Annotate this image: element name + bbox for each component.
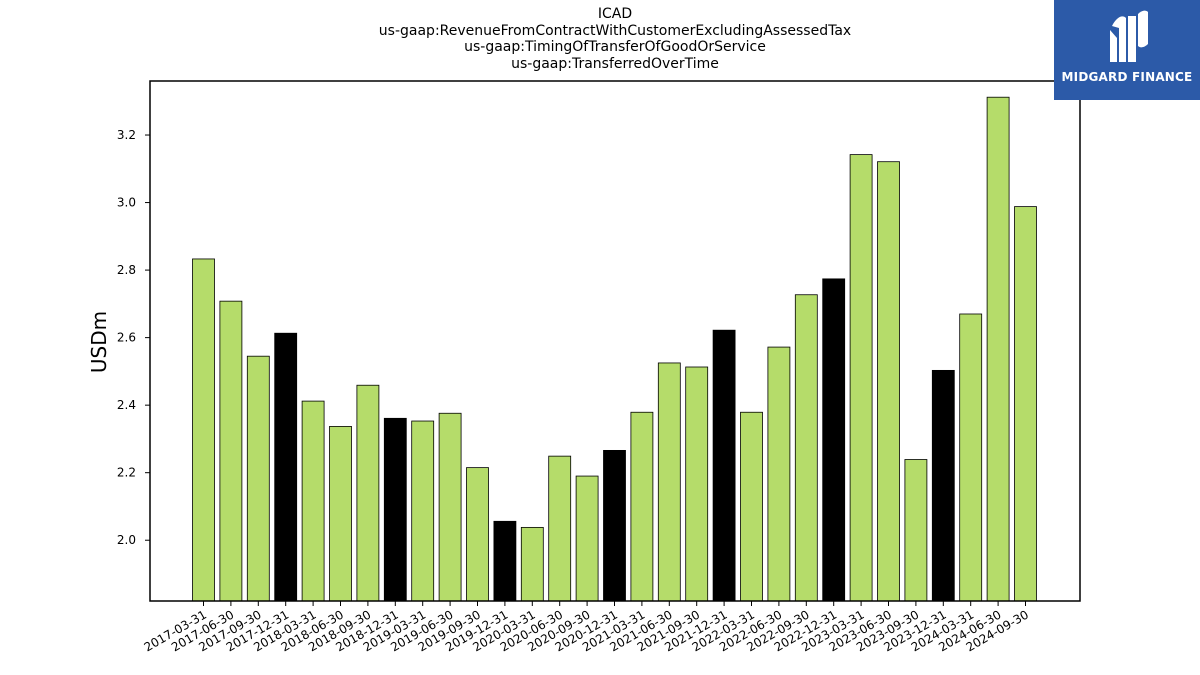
bar-2021-06-30 xyxy=(657,362,681,602)
x-axis: 2017-03-312017-06-302017-09-302017-12-31… xyxy=(142,601,1031,654)
chart-title-line-4: us-gaap:TransferredOverTime xyxy=(511,55,719,72)
bar-2018-09-30 xyxy=(356,384,380,602)
bar-2022-06-30 xyxy=(767,346,791,602)
y-tick-label: 3.2 xyxy=(117,128,136,142)
midgard-logo-icon xyxy=(1110,10,1148,63)
bar-2023-12-31 xyxy=(931,369,955,602)
bar-2021-12-31 xyxy=(712,329,736,602)
brand-logo-text: MIDGARD FINANCE xyxy=(1061,70,1193,84)
bar-2018-03-31 xyxy=(301,400,325,602)
bar-2020-09-30 xyxy=(575,475,599,602)
bar-2020-06-30 xyxy=(548,455,572,602)
bar-2024-03-31 xyxy=(959,313,983,602)
bar-2019-03-31 xyxy=(411,420,435,602)
chart-title-line-1: ICAD xyxy=(597,6,633,22)
bar-2024-09-30 xyxy=(1014,206,1037,602)
chart-title-line-2: us-gaap:RevenueFromContractWithCustomerE… xyxy=(378,22,852,39)
bar-2021-09-30 xyxy=(685,366,709,602)
y-tick-label: 3.0 xyxy=(117,196,136,210)
bar-2024-06-30 xyxy=(986,96,1010,602)
chart-title: ICAD us-gaap:RevenueFromContractWithCust… xyxy=(150,6,1080,72)
y-tick-label: 2.0 xyxy=(117,533,136,547)
y-tick-label: 2.4 xyxy=(117,398,136,412)
y-axis-label: USDm xyxy=(87,311,111,373)
bar-2018-12-31 xyxy=(383,417,407,602)
bar-2022-12-31 xyxy=(822,278,846,602)
y-axis: 2.0 2.2 2.4 2.6 2.8 3.0 3.2 xyxy=(117,128,150,547)
bar-2017-03-31 xyxy=(192,258,215,602)
bar-2022-09-30 xyxy=(794,294,818,602)
bar-2017-12-31 xyxy=(274,332,298,602)
brand-logo: MIDGARD FINANCE xyxy=(1054,0,1200,100)
bar-2021-03-31 xyxy=(630,411,654,602)
y-tick-label: 2.6 xyxy=(117,331,136,345)
bar-2018-06-30 xyxy=(329,426,352,602)
bar-2017-06-30 xyxy=(219,300,243,602)
bar-2020-12-31 xyxy=(603,449,626,602)
bar-2023-06-30 xyxy=(877,161,900,602)
bars-group xyxy=(192,96,1037,602)
bar-2019-09-30 xyxy=(466,467,489,602)
bar-2023-09-30 xyxy=(904,459,928,602)
y-tick-label: 2.2 xyxy=(117,466,136,480)
bar-2019-12-31 xyxy=(493,520,517,602)
bar-2022-03-31 xyxy=(740,411,763,602)
chart-title-line-3: us-gaap:TimingOfTransferOfGoodOrService xyxy=(464,39,766,55)
bar-2017-09-30 xyxy=(246,355,270,602)
bar-2019-06-30 xyxy=(438,412,462,602)
y-tick-label: 2.8 xyxy=(117,263,136,277)
bar-2023-03-31 xyxy=(849,154,873,602)
bar-2020-03-31 xyxy=(520,526,544,602)
